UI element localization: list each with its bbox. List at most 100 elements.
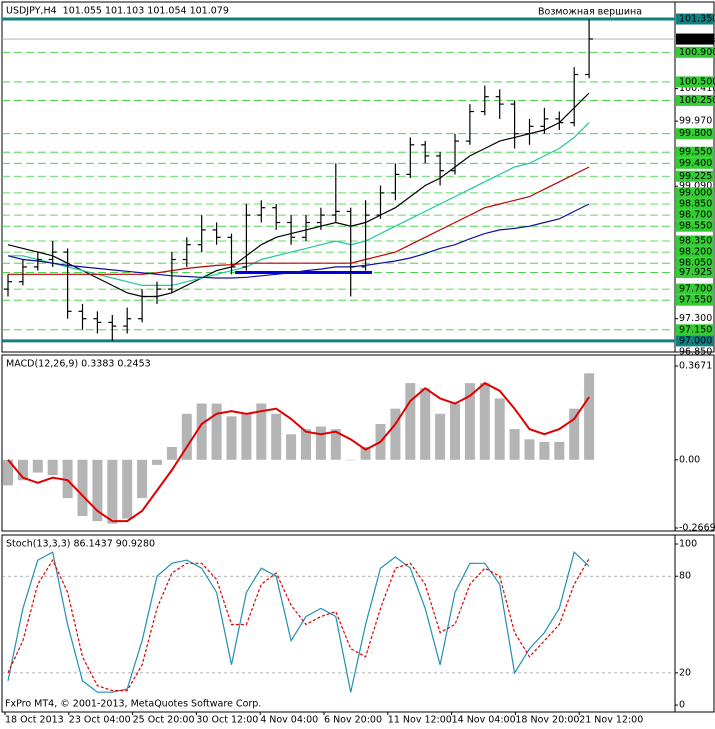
macd-bar xyxy=(554,441,565,460)
key-level-label: 101.350 xyxy=(679,14,715,25)
macd-bar xyxy=(226,416,237,460)
stoch-line xyxy=(7,558,590,692)
macd-bar xyxy=(211,403,222,460)
time-label: 11 Nov 12:00 xyxy=(388,715,452,726)
y-tick-label: 20 xyxy=(679,667,691,678)
macd-bar xyxy=(181,413,192,460)
annotation: Возможная вершина xyxy=(538,7,642,18)
macd-bar xyxy=(494,398,505,460)
level-label-box xyxy=(676,235,714,247)
level-label-box xyxy=(676,198,714,210)
level-label: 100.500 xyxy=(679,76,715,87)
macd-bar xyxy=(464,383,475,460)
level-label: 99.550 xyxy=(679,147,712,158)
y-tick-label: 0.3671 xyxy=(679,360,712,371)
y-tick-label: 100.410 xyxy=(679,83,715,94)
macd-bar xyxy=(301,429,311,460)
key-level-box xyxy=(676,13,714,25)
panel-frame xyxy=(1,1,715,353)
macd-bar xyxy=(47,459,58,476)
level-label-box xyxy=(676,146,714,158)
macd-bar xyxy=(315,426,326,460)
macd-bar xyxy=(32,459,43,473)
macd-bar xyxy=(107,459,118,524)
key-level-box xyxy=(676,335,714,347)
level-label-box xyxy=(676,220,714,232)
macd-bar xyxy=(286,434,297,460)
macd-bar xyxy=(152,459,162,465)
moving-average xyxy=(8,122,590,286)
panel-title: Stoch(13,3,3) 86.1437 90.9280 xyxy=(6,539,155,550)
level-label-box xyxy=(676,76,714,88)
macd-bar xyxy=(360,447,371,460)
macd-bar xyxy=(17,459,28,481)
level-label-box xyxy=(676,157,714,169)
level-label: 98.700 xyxy=(679,210,712,221)
time-label: 18 Oct 2013 xyxy=(5,715,64,726)
macd-bar xyxy=(584,373,595,460)
stoch-line xyxy=(7,550,590,693)
macd-bar xyxy=(241,413,252,460)
level-label-box xyxy=(676,209,714,221)
macd-bar xyxy=(390,408,401,460)
macd-bar xyxy=(122,459,133,519)
time-label: 25 Oct 20:00 xyxy=(133,715,195,726)
y-tick-label: 0 xyxy=(679,700,685,711)
panel-frame xyxy=(1,354,715,532)
y-tick-label: 100 xyxy=(679,539,697,550)
level-label: 97.925 xyxy=(679,267,712,278)
macd-bar xyxy=(509,429,520,460)
macd-signal xyxy=(7,381,590,523)
moving-average xyxy=(8,166,590,275)
macd-bar xyxy=(435,413,446,460)
macd-bar xyxy=(330,429,341,460)
macd-bar xyxy=(479,383,490,460)
level-label-box xyxy=(676,128,714,140)
macd-bar xyxy=(539,441,550,460)
level-label: 99.225 xyxy=(679,171,712,182)
macd-bar xyxy=(450,403,460,460)
level-label-box xyxy=(676,257,714,269)
y-tick-label: 0.00 xyxy=(679,454,700,465)
level-label: 100.900 xyxy=(679,47,715,58)
level-label: 97.700 xyxy=(679,284,712,295)
level-label-box xyxy=(676,294,714,306)
y-tick-label: 99.970 xyxy=(679,116,712,127)
level-label-box xyxy=(676,283,714,295)
y-tick-label: 96.850 xyxy=(679,347,712,358)
time-label: 30 Oct 12:00 xyxy=(196,715,258,726)
level-label: 100.250 xyxy=(679,95,715,106)
time-label: 23 Oct 04:00 xyxy=(69,715,131,726)
time-label: 4 Nov 04:00 xyxy=(260,715,318,726)
macd-bar xyxy=(256,403,267,460)
macd-bar xyxy=(77,459,88,517)
level-label-box xyxy=(676,46,714,58)
time-label: 6 Nov 20:00 xyxy=(324,715,382,726)
panel-title: USDJPY,H4 101.055 101.103 101.054 101.07… xyxy=(6,6,229,17)
level-label-box xyxy=(676,187,714,199)
moving-average xyxy=(7,203,590,279)
level-label: 99.800 xyxy=(679,128,712,139)
macd-bar xyxy=(271,413,282,460)
level-label-box xyxy=(676,94,714,106)
macd-bar xyxy=(166,447,177,460)
macd-bar xyxy=(3,459,13,486)
level-label: 97.550 xyxy=(679,295,712,306)
level-label: 97.150 xyxy=(679,324,712,335)
time-label: 21 Nov 12:00 xyxy=(579,715,643,726)
macd-bar xyxy=(524,439,535,460)
macd-bar xyxy=(196,403,207,460)
moving-average xyxy=(7,92,590,298)
level-label: 98.850 xyxy=(679,199,712,210)
footer: FxPro MT4, © 2001-2013, MetaQuotes Softw… xyxy=(5,699,261,710)
level-label-box xyxy=(676,170,714,182)
macd-bar xyxy=(405,383,416,460)
macd-bar xyxy=(569,408,580,460)
y-tick-label: -0.2669 xyxy=(679,523,715,534)
macd-bar xyxy=(420,388,431,460)
level-label: 99.400 xyxy=(679,158,712,169)
y-tick-label: 97.300 xyxy=(679,313,712,324)
price-box xyxy=(676,33,714,45)
macd-bar xyxy=(345,459,356,461)
level-label: 98.350 xyxy=(679,236,712,247)
